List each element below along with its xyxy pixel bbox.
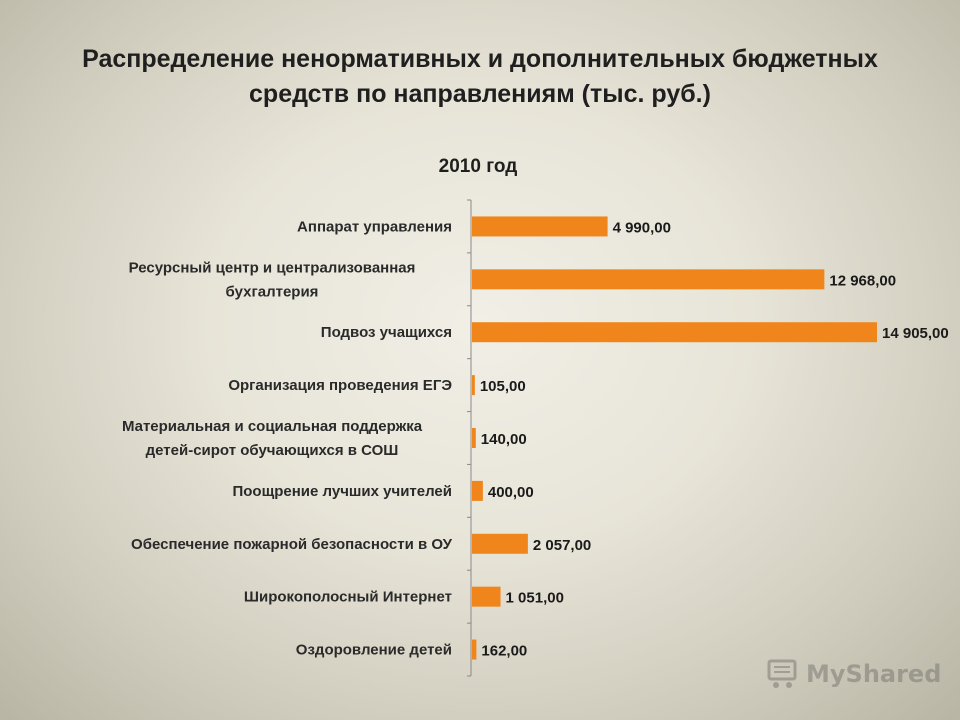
shopping-cart-icon <box>767 659 797 688</box>
title-line-2: средств по направлениям (тыс. руб.) <box>249 80 711 108</box>
data-label: 14 905,00 <box>882 325 949 342</box>
bar <box>472 322 877 343</box>
category-label: Широкополосный Интернет <box>244 589 452 606</box>
category-label: бухгалтерия <box>226 283 319 300</box>
data-label: 2 057,00 <box>533 537 591 554</box>
data-label: 140,00 <box>481 431 527 448</box>
data-label: 12 968,00 <box>829 272 896 289</box>
watermark: MyShared <box>766 656 941 692</box>
page-title: Распределение ненормативных и дополнител… <box>20 42 940 112</box>
category-label: детей-сирот обучающихся в СОШ <box>146 442 399 459</box>
chart-title: 2010 год <box>438 156 518 177</box>
bar <box>472 533 528 554</box>
data-label: 1 051,00 <box>506 590 564 607</box>
category-label: Обеспечение пожарной безопасности в ОУ <box>131 536 453 553</box>
bar <box>472 480 483 501</box>
data-label: 105,00 <box>480 378 526 395</box>
watermark-text: MyShared <box>806 660 942 688</box>
bar <box>472 269 825 290</box>
category-label: Ресурсный центр и централизованная <box>129 259 416 276</box>
category-label: Подвоз учащихся <box>321 324 452 341</box>
data-label: 400,00 <box>488 484 534 501</box>
data-label: 162,00 <box>481 643 527 660</box>
category-label: Поощрение лучших учителей <box>232 483 452 500</box>
category-label: Аппарат управления <box>297 218 452 235</box>
bar <box>472 586 501 607</box>
category-label: Материальная и социальная поддержка <box>122 418 423 435</box>
category-label: Оздоровление детей <box>296 642 452 659</box>
category-label: Организация проведения ЕГЭ <box>228 377 452 394</box>
bar <box>472 639 477 660</box>
bar <box>472 375 475 396</box>
data-label: 4 990,00 <box>613 219 671 236</box>
bar <box>472 428 476 448</box>
title-line-1: Распределение ненормативных и дополнител… <box>82 45 878 73</box>
bar <box>472 216 608 237</box>
